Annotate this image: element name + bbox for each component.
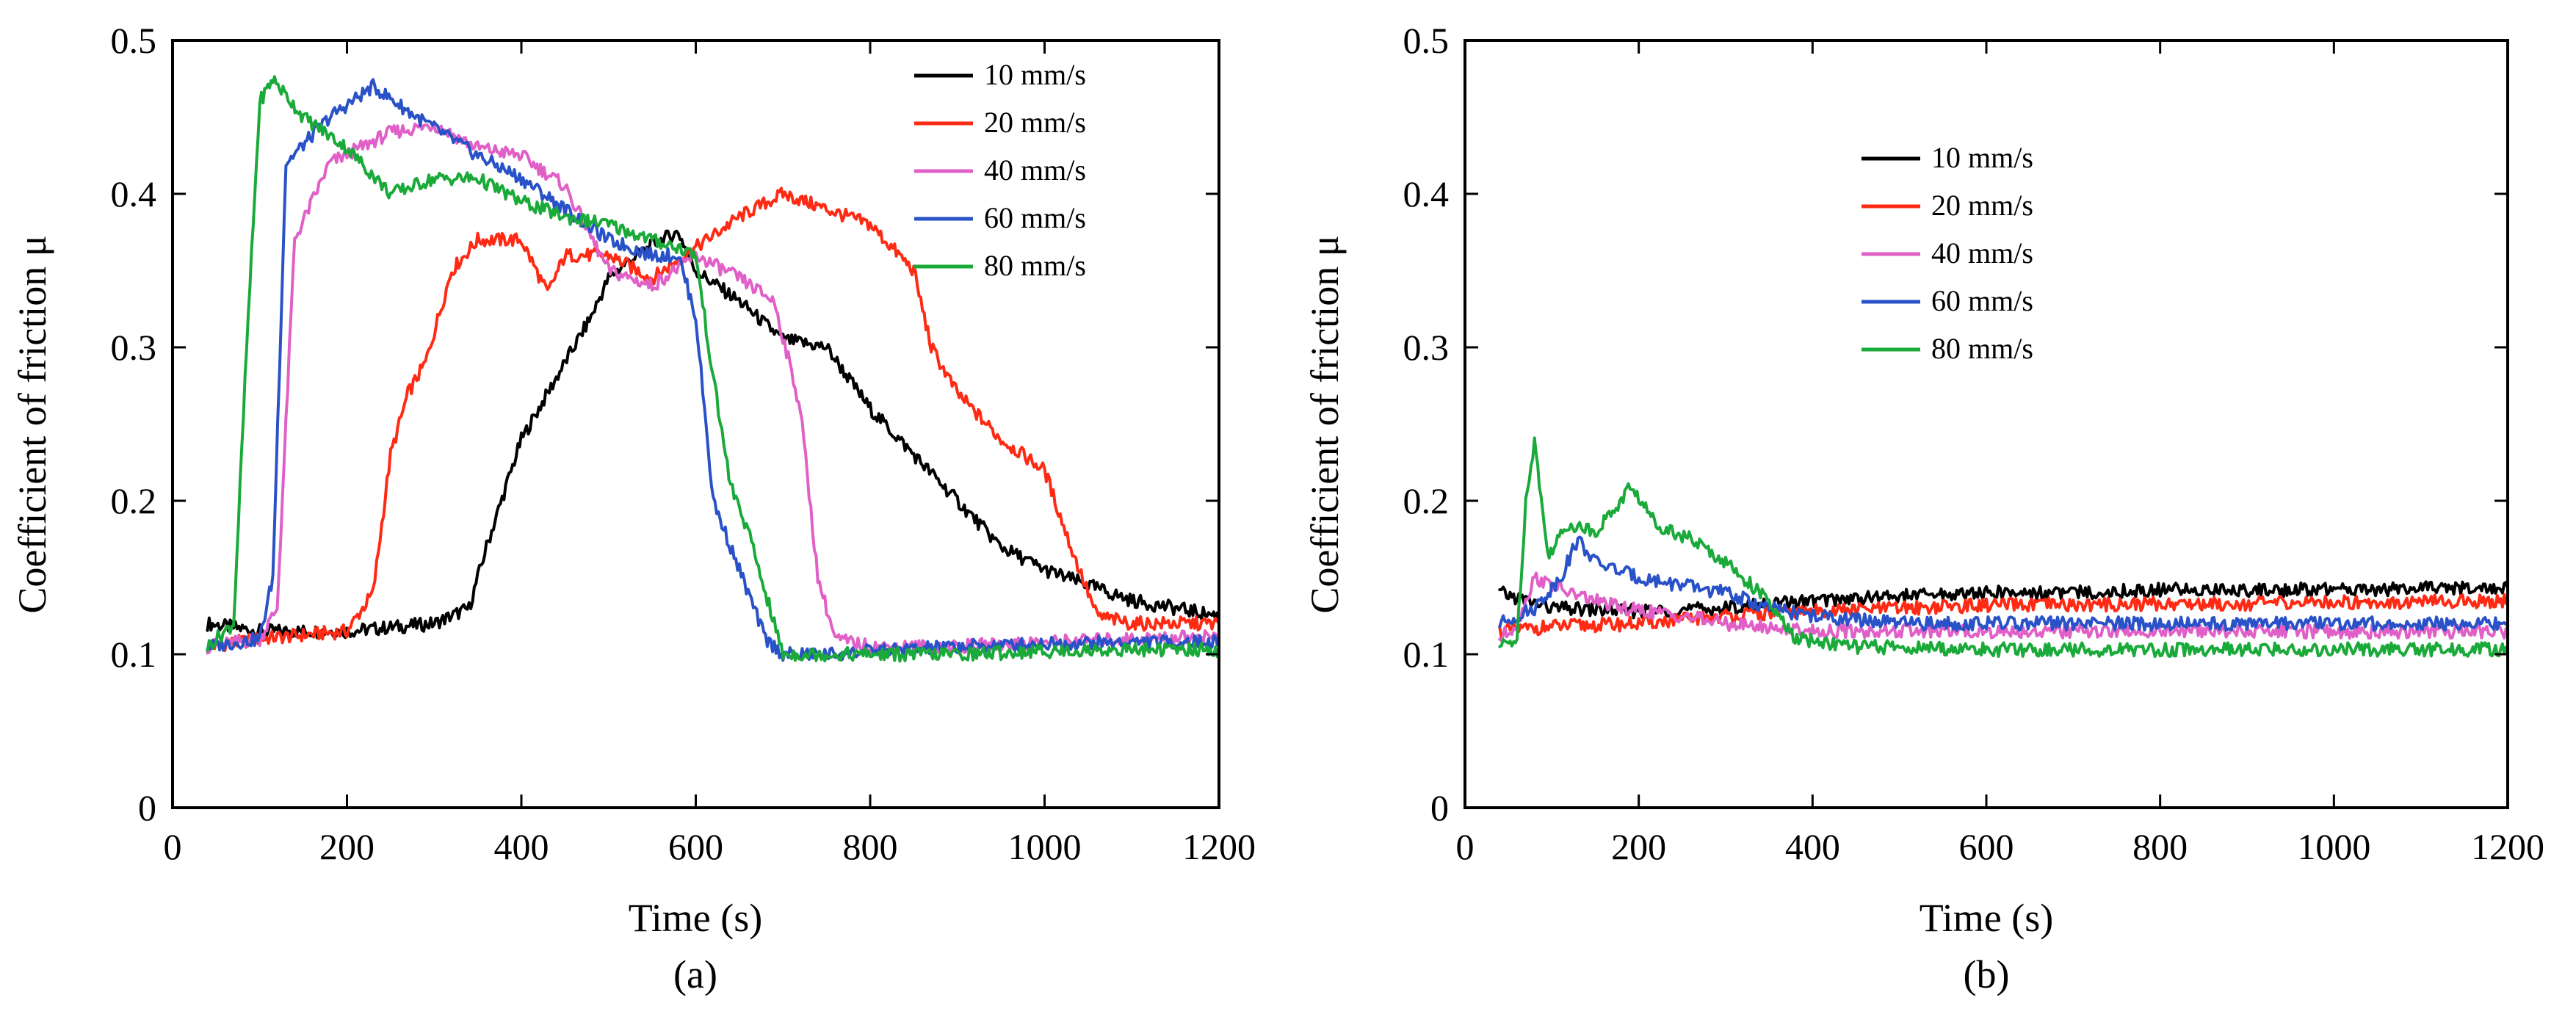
chart-a-y-axis-label: Coefficient of friction μ xyxy=(10,235,54,613)
chart-b-x-tick-label-1200: 1200 xyxy=(2471,826,2544,867)
chart-a-x-tick-label-200: 200 xyxy=(319,826,375,867)
chart-b-y-tick-label-0-3: 0.3 xyxy=(1403,327,1450,368)
chart-a-x-tick-label-1000: 1000 xyxy=(1008,826,1082,867)
chart-b-x-tick-label-600: 600 xyxy=(1959,826,2014,867)
chart-a-series-60-mm-s xyxy=(206,78,1220,662)
chart-a-series-20-mm-s xyxy=(206,187,1220,653)
chart-a-x-axis: 0 200 400 600 800 1000 1200 xyxy=(164,40,1256,867)
chart-b-series-10-mm-s xyxy=(1498,580,2509,620)
chart-b-x-tick-label-800: 800 xyxy=(2132,826,2188,867)
chart-b-y-tick-label-0-5: 0.5 xyxy=(1403,20,1450,61)
chart-b-x-axis-label: Time (s) xyxy=(1920,896,2054,940)
chart-a-x-axis-label: Time (s) xyxy=(629,896,763,940)
chart-b-legend-label-80-mm-s: 80 mm/s xyxy=(1931,332,2033,365)
chart-a-y-tick-label-0: 0 xyxy=(138,787,156,828)
chart-a-caption: (a) xyxy=(673,952,717,996)
chart-a-legend-label-10-mm-s: 10 mm/s xyxy=(984,58,1086,91)
chart-a-x-tick-label-600: 600 xyxy=(668,826,723,867)
chart-b-series-60-mm-s xyxy=(1498,535,2509,632)
chart-a-y-tick-label-0-3: 0.3 xyxy=(111,327,157,368)
chart-a-series-80-mm-s xyxy=(206,75,1220,663)
chart-b-legend-label-40-mm-s: 40 mm/s xyxy=(1931,236,2033,269)
chart-a-series-group xyxy=(206,75,1220,663)
chart-b-y-tick-label-0: 0 xyxy=(1430,787,1449,828)
chart-a-y-axis: 0 0.1 0.2 0.3 0.4 0.5 xyxy=(111,20,1219,828)
chart-b-series-80-mm-s xyxy=(1498,436,2509,659)
chart-a-legend-label-80-mm-s: 80 mm/s xyxy=(984,249,1086,282)
chart-b: 0 200 400 600 800 1000 1200 0 0.1 0.2 0.3 0.4 0.5 T… xyxy=(1303,20,2544,996)
chart-a-x-tick-label-800: 800 xyxy=(843,826,898,867)
chart-a-series-10-mm-s xyxy=(206,229,1220,640)
chart-a-legend-label-20-mm-s: 20 mm/s xyxy=(984,106,1086,139)
chart-b-y-axis: 0 0.1 0.2 0.3 0.4 0.5 xyxy=(1403,20,2508,828)
chart-a-y-tick-label-0-4: 0.4 xyxy=(111,173,157,214)
chart-a-x-tick-label-1200: 1200 xyxy=(1182,826,1256,867)
chart-b-y-tick-label-0-2: 0.2 xyxy=(1403,480,1450,521)
chart-a-y-tick-label-0-2: 0.2 xyxy=(111,480,157,521)
chart-b-x-axis: 0 200 400 600 800 1000 1200 xyxy=(1456,40,2544,867)
chart-b-legend: 10 mm/s 20 mm/s 40 mm/s 60 mm/s 80 mm/s xyxy=(1862,141,2033,365)
chart-b-y-axis-label: Coefficient of friction μ xyxy=(1303,235,1347,613)
chart-a-legend-label-40-mm-s: 40 mm/s xyxy=(984,153,1086,187)
chart-a-legend: 10 mm/s 20 mm/s 40 mm/s 60 mm/s 80 mm/s xyxy=(914,58,1086,282)
chart-b-legend-label-60-mm-s: 60 mm/s xyxy=(1931,284,2033,317)
chart-b-y-tick-label-0-4: 0.4 xyxy=(1403,173,1450,214)
chart-b-caption: (b) xyxy=(1964,952,2010,996)
chart-b-x-tick-label-0: 0 xyxy=(1456,826,1475,867)
chart-b-series-40-mm-s xyxy=(1498,571,2509,642)
chart-a-x-tick-label-0: 0 xyxy=(164,826,182,867)
chart-a-legend-label-60-mm-s: 60 mm/s xyxy=(984,201,1086,234)
chart-b-legend-label-20-mm-s: 20 mm/s xyxy=(1931,189,2033,222)
chart-a-y-tick-label-0-5: 0.5 xyxy=(111,20,157,61)
chart-b-x-tick-label-200: 200 xyxy=(1611,826,1666,867)
chart-b-x-tick-label-1000: 1000 xyxy=(2297,826,2370,867)
chart-a-y-tick-label-0-1: 0.1 xyxy=(111,634,157,675)
chart-b-series-group xyxy=(1498,436,2509,659)
chart-b-y-tick-label-0-1: 0.1 xyxy=(1403,634,1450,675)
chart-b-legend-label-10-mm-s: 10 mm/s xyxy=(1931,141,2033,174)
chart-a: 0 200 400 600 800 1000 1200 0 0.1 0.2 0.3 0.4 0.5 T… xyxy=(10,20,1256,996)
chart-b-series-20-mm-s xyxy=(1498,593,2509,640)
chart-b-x-tick-label-400: 400 xyxy=(1785,826,1840,867)
chart-a-x-tick-label-400: 400 xyxy=(494,826,549,867)
